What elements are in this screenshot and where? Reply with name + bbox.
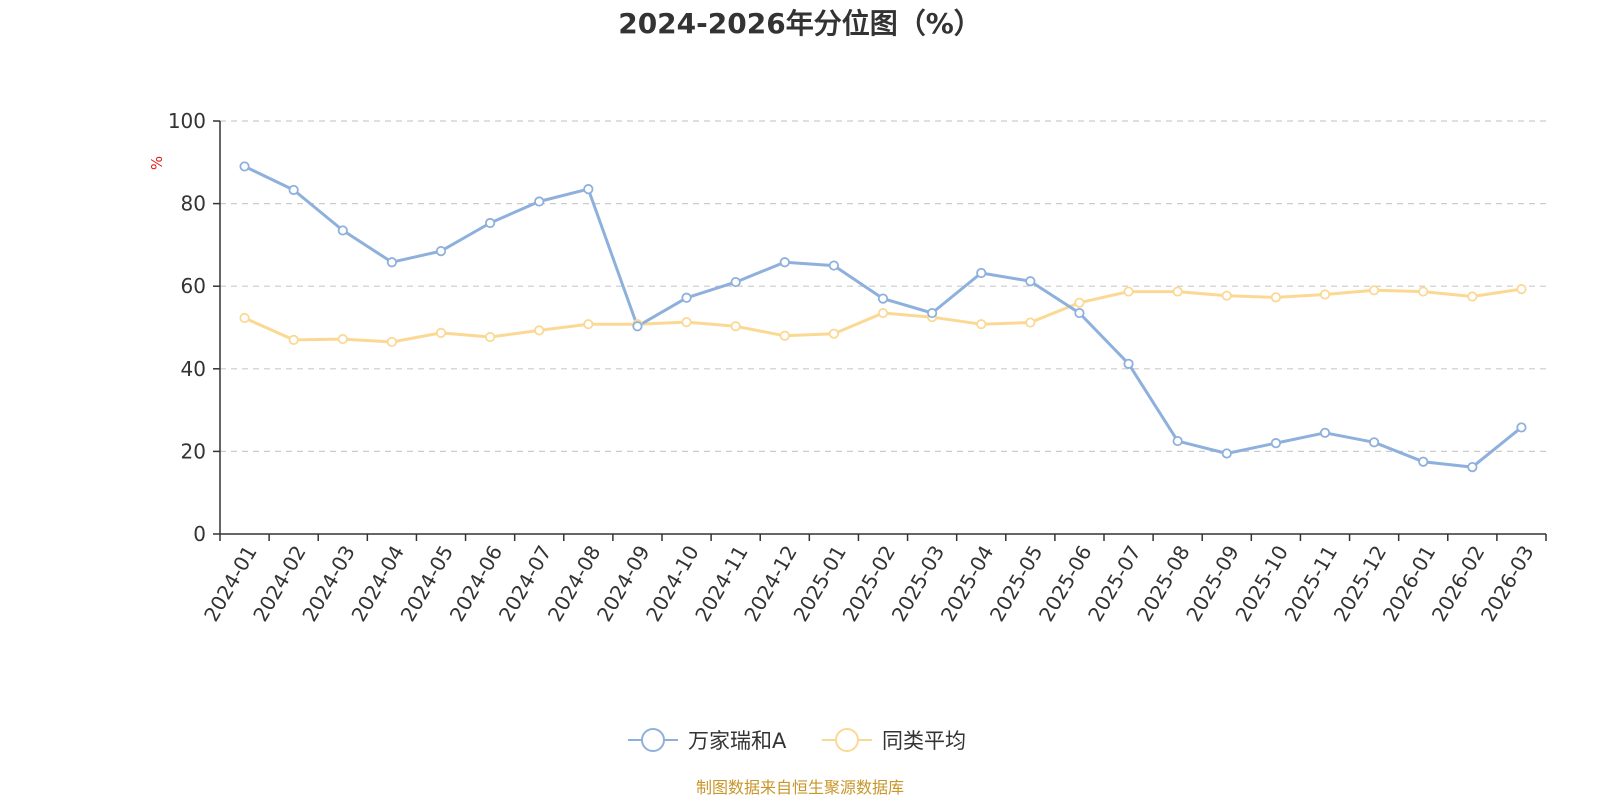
series-0-point[interactable] <box>1172 435 1183 447</box>
series-0-point[interactable] <box>779 257 790 268</box>
series-1-point[interactable] <box>681 317 692 328</box>
series-1-point[interactable] <box>386 336 397 348</box>
series-0-point[interactable] <box>288 184 299 196</box>
series-0-point[interactable] <box>1467 461 1478 473</box>
series-1-point[interactable] <box>1270 292 1281 303</box>
series-1-point[interactable] <box>1074 297 1085 308</box>
y-tick-label: 60 <box>181 274 206 298</box>
series-lines <box>239 161 1527 473</box>
legend[interactable]: 万家瑞和A 同类平均 <box>628 728 966 753</box>
data-source-note: 制图数据来自恒生聚源数据库 <box>696 778 904 797</box>
series-0-point[interactable] <box>1025 276 1036 287</box>
series-0-point[interactable] <box>877 293 889 304</box>
series-0-point[interactable] <box>632 321 643 332</box>
y-tick-label: 0 <box>193 522 206 546</box>
series-1-point[interactable] <box>976 319 987 330</box>
series-1-point[interactable] <box>828 328 839 339</box>
series-0-point[interactable] <box>730 276 741 288</box>
series-1-point[interactable] <box>1467 291 1478 302</box>
series-1-point[interactable] <box>730 321 741 332</box>
series-1-point[interactable] <box>877 307 889 319</box>
series-1-point[interactable] <box>337 333 348 345</box>
legend-swatch-marker <box>641 728 665 752</box>
series-1-point[interactable] <box>239 312 250 324</box>
legend-item-0[interactable]: 万家瑞和A <box>628 728 787 753</box>
series-1-point[interactable] <box>1123 286 1134 297</box>
series-0-point[interactable] <box>1074 307 1085 319</box>
series-0-point[interactable] <box>1369 437 1380 448</box>
series-0-point[interactable] <box>1221 448 1232 459</box>
series-0-point[interactable] <box>828 260 839 271</box>
legend-label: 同类平均 <box>882 729 966 753</box>
series-1-point[interactable] <box>583 319 594 330</box>
y-tick-label: 100 <box>168 109 206 133</box>
series-0-point[interactable] <box>1319 427 1331 438</box>
x-tick-labels: 2024-012024-022024-032024-042024-052024-… <box>199 541 1538 625</box>
series-0-point[interactable] <box>681 292 692 303</box>
series-1-point[interactable] <box>1319 289 1331 300</box>
y-tick-label: 20 <box>181 439 206 463</box>
chart-title: 2024-2026年分位图（%） <box>618 7 982 40</box>
series-0-point[interactable] <box>976 267 987 279</box>
series-0-point[interactable] <box>927 307 938 319</box>
series-0-point[interactable] <box>485 217 496 229</box>
series-0-point[interactable] <box>1418 456 1429 467</box>
series-0-point[interactable] <box>386 257 397 268</box>
axes <box>213 120 1547 541</box>
series-1-point[interactable] <box>288 334 299 345</box>
y-tick-label: 40 <box>181 357 206 381</box>
series-1-point[interactable] <box>1418 286 1429 297</box>
series-1-point[interactable] <box>1172 286 1183 297</box>
series-1-point[interactable] <box>534 325 545 336</box>
y-tick-label: 80 <box>181 192 206 216</box>
series-1-point[interactable] <box>435 327 447 338</box>
series-1-point[interactable] <box>1369 285 1380 296</box>
series-1-point[interactable] <box>1221 290 1232 301</box>
series-0-point[interactable] <box>435 245 447 257</box>
legend-swatch-marker <box>835 728 859 752</box>
grid-lines <box>220 120 1546 452</box>
y-axis-unit: % <box>148 156 166 170</box>
series-1-point[interactable] <box>779 330 790 341</box>
series-0-point[interactable] <box>239 161 250 172</box>
series-1-point[interactable] <box>1025 317 1036 328</box>
legend-item-1[interactable]: 同类平均 <box>822 728 966 753</box>
series-0-point[interactable] <box>337 225 348 236</box>
y-tick-labels: 0 20 40 60 80 100 <box>168 109 206 546</box>
legend-label: 万家瑞和A <box>688 729 787 753</box>
series-0-point[interactable] <box>1123 358 1134 369</box>
series-0-point[interactable] <box>1516 422 1527 433</box>
series-1-point[interactable] <box>1516 283 1527 295</box>
series-0-point[interactable] <box>534 196 545 207</box>
series-0-point[interactable] <box>1270 438 1281 449</box>
series-0-point[interactable] <box>583 184 594 195</box>
series-1-point[interactable] <box>485 331 496 343</box>
